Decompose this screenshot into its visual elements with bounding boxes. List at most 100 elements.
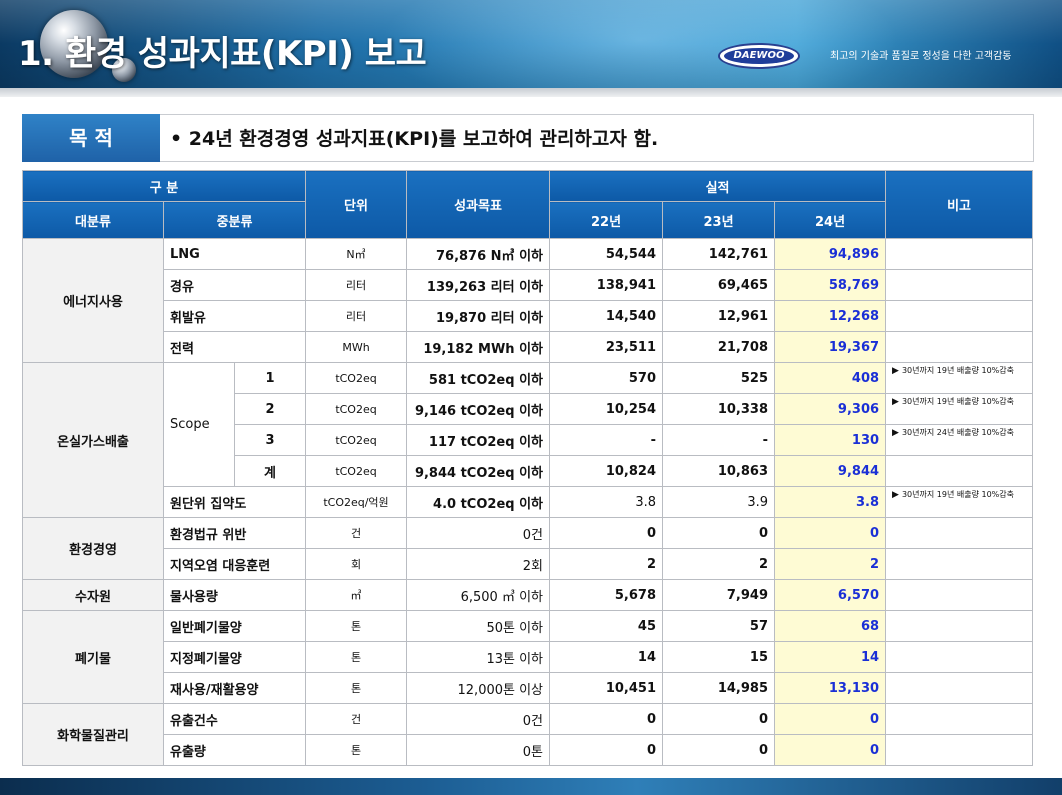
row-y24: 9,306: [774, 393, 887, 425]
row-y22: 10,451: [549, 672, 664, 704]
row-y22: 14: [549, 641, 664, 673]
category-chem: 화학물질관리: [22, 703, 164, 766]
row-target: 581 tCO2eq 이하: [406, 362, 551, 394]
row-sub: 전력: [162, 331, 307, 363]
table-row: 수자원 물사용량 ㎥ 6,500 ㎥ 이하 5,678 7,949 6,570: [22, 579, 1034, 611]
slogan: 최고의 기술과 품질로 정성을 다한 고객감동: [830, 51, 1012, 62]
row-note: [885, 610, 1034, 642]
row-target: 117 tCO2eq 이하: [406, 424, 551, 456]
row-unit: 톤: [305, 734, 408, 766]
row-sub: 2: [233, 393, 307, 425]
purpose-text: • 24년 환경경영 성과지표(KPI)를 보고하여 관리하고자 함.: [170, 128, 659, 150]
row-unit: 회: [305, 548, 408, 580]
row-note: ▶ 30년까지 19년 배출량 10%감축: [885, 393, 1034, 425]
table-row: 온실가스배출 Scope 1 tCO2eq 581 tCO2eq 이하 570 …: [22, 362, 1034, 518]
row-target: 19,870 리터 이하: [406, 300, 551, 332]
row-y22: 23,511: [549, 331, 664, 363]
row-unit: 톤: [305, 641, 408, 673]
row-note: [885, 269, 1034, 301]
row-y24: 68: [774, 610, 887, 642]
row-unit: 건: [305, 703, 408, 735]
row-y24: 13,130: [774, 672, 887, 704]
row-y23: 10,863: [662, 455, 776, 487]
row-target: 4.0 tCO2eq 이하: [406, 486, 551, 518]
row-unit: tCO2eq: [305, 455, 408, 487]
row-y24: 19,367: [774, 331, 887, 363]
row-unit: tCO2eq: [305, 362, 408, 394]
row-y23: 12,961: [662, 300, 776, 332]
row-target: 9,146 tCO2eq 이하: [406, 393, 551, 425]
row-target: 0건: [406, 703, 551, 735]
header-unit: 단위: [305, 170, 408, 239]
row-sub: 환경법규 위반: [162, 517, 307, 549]
row-y22: 5,678: [549, 579, 664, 611]
row-target: 0톤: [406, 734, 551, 766]
header-actual: 실적: [549, 170, 887, 202]
scope-label: Scope: [163, 362, 235, 487]
category-waste: 폐기물: [22, 610, 164, 704]
row-y23: 10,338: [662, 393, 776, 425]
row-note: [885, 548, 1034, 580]
row-note: ▶ 30년까지 19년 배출량 10%감축: [885, 362, 1034, 394]
row-y23: 15: [662, 641, 776, 673]
row-y22: 14,540: [549, 300, 664, 332]
row-y24: 6,570: [774, 579, 887, 611]
row-unit: tCO2eq: [305, 424, 408, 456]
row-sub: 지역오염 대응훈련: [162, 548, 307, 580]
row-sub: 3: [233, 424, 307, 456]
table-row: 휘발유 리터 19,870 리터 이하 14,540 12,961 12,268: [23, 300, 1034, 332]
row-y24: 12,268: [774, 300, 887, 332]
row-y24: 94,896: [774, 238, 887, 270]
row-y24: 9,844: [774, 455, 887, 487]
category-env: 환경경영: [22, 517, 164, 580]
row-unit: 리터: [305, 300, 408, 332]
page-title: 1. 환경 성과지표(KPI) 보고: [18, 34, 427, 74]
row-unit: 톤: [305, 610, 408, 642]
row-y22: 54,544: [549, 238, 664, 270]
row-target: 19,182 MWh 이하: [406, 331, 551, 363]
row-note: [885, 734, 1034, 766]
row-y22: 0: [549, 517, 664, 549]
table-row: 원단위 집약도 tCO2eq/억원 4.0 tCO2eq 이하 3.8 3.9 …: [23, 486, 1034, 518]
row-sub: 재사용/재활용양: [162, 672, 307, 704]
row-y23: 7,949: [662, 579, 776, 611]
row-unit: 톤: [305, 672, 408, 704]
table-row: 화학물질관리 유출건수 건 0건 0 0 0: [22, 703, 1034, 766]
note-text: 30년까지 19년 배출량 10%감축: [901, 366, 1014, 375]
row-target: 12,000톤 이상: [406, 672, 551, 704]
row-y24: 0: [774, 703, 887, 735]
row-target: 13톤 이하: [406, 641, 551, 673]
row-y23: 2: [662, 548, 776, 580]
table-row: 에너지사용 LNG N㎥ 76,876 N㎥ 이하 54,544 142,761…: [22, 238, 1034, 363]
row-unit: tCO2eq: [305, 393, 408, 425]
table-row: 경유 리터 139,263 리터 이하 138,941 69,465 58,76…: [23, 269, 1034, 301]
triangle-bullet-icon: ▶: [892, 366, 899, 376]
row-unit: ㎥: [305, 579, 408, 611]
row-y22: -: [549, 424, 664, 456]
row-y24: 14: [774, 641, 887, 673]
row-note: [885, 579, 1034, 611]
row-unit: 건: [305, 517, 408, 549]
decorative-small-orb-icon: [112, 58, 136, 82]
row-y23: 142,761: [662, 238, 776, 270]
table-row: 지역오염 대응훈련 회 2회 2 2 2: [23, 548, 1034, 580]
row-target: 50톤 이하: [406, 610, 551, 642]
row-target: 139,263 리터 이하: [406, 269, 551, 301]
row-note: [885, 238, 1034, 270]
row-note: [885, 455, 1034, 487]
footer-bar: [0, 778, 1062, 795]
row-y23: 3.9: [662, 486, 776, 518]
row-sub: 휘발유: [162, 300, 307, 332]
row-y22: 3.8: [549, 486, 664, 518]
row-note: [885, 300, 1034, 332]
row-y24: 408: [774, 362, 887, 394]
header-gubun: 구 분: [21, 170, 307, 202]
row-note: ▶ 30년까지 19년 배출량 10%감축: [885, 486, 1034, 518]
row-y22: 10,254: [549, 393, 664, 425]
row-note: ▶ 30년까지 24년 배출량 10%감축: [885, 424, 1034, 456]
table-row: 폐기물 일반폐기물양 톤 50톤 이하 45 57 68: [22, 610, 1034, 704]
row-note: [885, 331, 1034, 363]
row-target: 0건: [406, 517, 551, 549]
header-banner: 1. 환경 성과지표(KPI) 보고 DAEWOO 최고의 기술과 품질로 정성…: [0, 0, 1062, 88]
purpose-box: [22, 114, 1034, 162]
